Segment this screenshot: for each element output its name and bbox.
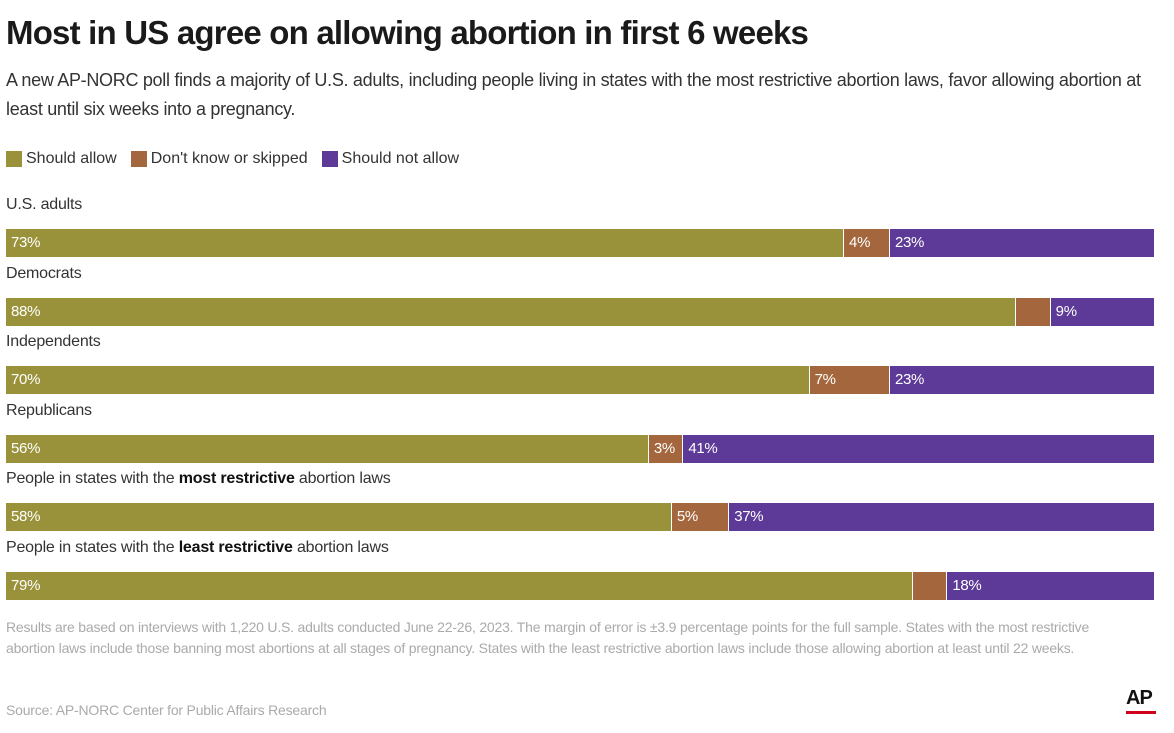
stacked-bar: 56% 3% 41% [6, 434, 1154, 463]
data-label: 88% [11, 302, 41, 320]
category-label: People in states with the least restrict… [6, 539, 389, 557]
bar-row: Democrats 88% 9% [0, 265, 1174, 327]
legend-item-should-not-allow: Should not allow [321, 150, 460, 168]
data-label: 73% [11, 234, 41, 251]
bar-segment-dont-know: 4% [844, 229, 890, 257]
legend-item-should-allow: Should allow [6, 150, 117, 168]
data-label: 23% [894, 371, 925, 388]
stacked-bar: 70% 7% 23% [6, 366, 1154, 394]
source-credit: Source: AP-NORC Center for Public Affair… [6, 702, 327, 718]
legend: Should allow Don't know or skipped Shoul… [6, 150, 473, 168]
bar-segment-should-allow: 58% [6, 503, 672, 531]
bar-segment-dont-know: 7% [809, 366, 890, 394]
ap-logo-text: AP [1126, 687, 1153, 709]
bar-segment-should-not-allow: 23% [889, 229, 1154, 257]
bar-segment-should-not-allow: 41% [683, 434, 1154, 463]
stacked-bar: 88% 9% [6, 297, 1154, 326]
legend-swatch-should-not-allow [321, 151, 338, 167]
data-label: 18% [952, 576, 982, 594]
bar-segment-dont-know [912, 571, 948, 600]
chart-title: Most in US agree on allowing abortion in… [6, 14, 809, 51]
category-label-text: abortion laws [292, 538, 389, 556]
category-label-text: abortion laws [294, 470, 391, 487]
legend-swatch-dont-know [130, 151, 147, 167]
data-label: 9% [1055, 302, 1077, 320]
legend-swatch-should-allow [6, 151, 22, 167]
category-label: U.S. adults [6, 196, 82, 214]
bar-segment-should-allow: 79% [6, 571, 913, 600]
bar-row: People in states with the least restrict… [0, 539, 1174, 601]
data-label: 56% [11, 439, 41, 457]
category-label: Republicans [6, 402, 92, 420]
bar-row: U.S. adults 73% 4% 23% [0, 196, 1174, 258]
bar-segment-should-not-allow: 18% [947, 571, 1154, 600]
category-label-text: People in states with the [6, 470, 179, 487]
methodology-note: Results are based on interviews with 1,2… [6, 619, 1090, 656]
chart-subtitle: A new AP-NORC poll finds a majority of U… [6, 70, 1141, 119]
category-label-text: People in states with the [6, 538, 179, 556]
category-label: People in states with the most restricti… [6, 470, 391, 488]
legend-label-should-allow: Should allow [26, 150, 117, 167]
data-label: 4% [849, 234, 871, 251]
data-label: 41% [688, 439, 718, 457]
data-label: 23% [894, 234, 925, 251]
stacked-bar: 79% 18% [6, 571, 1154, 600]
bar-segment-dont-know: 5% [671, 503, 730, 531]
category-label-text: Republicans [6, 401, 92, 419]
bar-segment-should-allow: 70% [6, 366, 810, 394]
bar-segment-should-not-allow: 9% [1050, 297, 1154, 326]
legend-item-dont-know: Don't know or skipped [130, 150, 308, 168]
stacked-bar: 58% 5% 37% [6, 503, 1154, 531]
data-label: 79% [11, 576, 41, 594]
data-label: 7% [814, 371, 836, 388]
legend-label-dont-know: Don't know or skipped [150, 150, 308, 167]
bar-segment-dont-know [1016, 297, 1051, 326]
bar-row: People in states with the most restricti… [0, 470, 1174, 532]
ap-logo-underline [1126, 711, 1156, 714]
category-label-bold: most restrictive [178, 470, 295, 487]
bar-row: Independents 70% 7% 23% [0, 333, 1174, 395]
bar-segment-should-allow: 56% [6, 434, 649, 463]
data-label: 58% [11, 508, 41, 525]
stacked-bar: 73% 4% 23% [6, 229, 1154, 257]
category-label: Independents [6, 333, 101, 351]
bar-segment-should-allow: 88% [6, 297, 1017, 326]
bar-row: Republicans 56% 3% 41% [0, 402, 1174, 464]
data-label: 5% [676, 508, 698, 525]
data-label: 37% [734, 508, 764, 525]
category-label-text: U.S. adults [6, 196, 83, 213]
category-label-bold: least restrictive [178, 538, 293, 556]
bar-segment-should-allow: 73% [6, 229, 845, 257]
bar-segment-should-not-allow: 37% [729, 503, 1154, 531]
bar-segment-dont-know: 3% [648, 434, 684, 463]
ap-logo: AP [1126, 688, 1156, 714]
bar-segment-should-not-allow: 23% [889, 366, 1154, 394]
legend-label-should-not-allow: Should not allow [341, 150, 460, 167]
data-label: 3% [653, 439, 675, 457]
category-label-text: Democrats [6, 264, 82, 282]
category-label: Democrats [6, 265, 82, 283]
data-label: 70% [11, 371, 41, 388]
category-label-text: Independents [6, 333, 101, 350]
